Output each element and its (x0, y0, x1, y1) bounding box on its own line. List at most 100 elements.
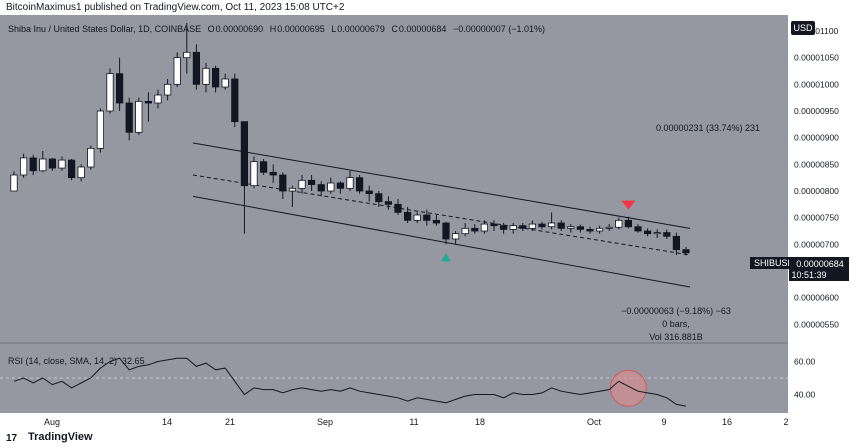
svg-text:17: 17 (6, 433, 18, 442)
footer: 17 TradingView (6, 430, 93, 444)
bull-candle (173, 57, 181, 85)
bear-candle (586, 228, 594, 232)
bear-candle (279, 174, 287, 192)
bull-candle (77, 166, 85, 179)
date-tick-label: Aug (44, 417, 60, 427)
price-tick-label: 0.00001000 (794, 79, 839, 89)
bear-candle (336, 182, 345, 189)
bear-candle (557, 222, 565, 229)
bull-candle (509, 225, 517, 230)
svg-text:Vol 316.881B: Vol 316.881B (649, 332, 703, 342)
price-tick-label: 0.00001050 (794, 53, 839, 63)
bear-candle (499, 225, 508, 230)
bear-candle (116, 73, 124, 104)
bull-candle (346, 177, 354, 189)
price-tick-label: 0.00000900 (794, 133, 839, 143)
bear-candle (365, 190, 373, 195)
price-tick-label: 0.00000850 (794, 159, 839, 169)
price-chart[interactable]: 0.00001100 0.00001050 0.00001000 0.00000950… (0, 15, 850, 428)
chart-header: Shiba Inu / United States Dollar, 1D, CO… (8, 24, 545, 34)
price-tick-label: 0.00000750 (794, 213, 839, 223)
bull-candle (58, 159, 66, 169)
bull-candle (250, 161, 258, 187)
date-tick-label: Sep (317, 417, 333, 427)
bull-candle (87, 147, 95, 168)
date-tick-label: 11 (409, 417, 418, 427)
bear-candle (307, 179, 316, 185)
svg-text:−0.00000063 (−9.18%) −63: −0.00000063 (−9.18%) −63 (621, 306, 731, 316)
date-tick-label: Oct (587, 417, 602, 427)
price-tick-label: 0.00000700 (794, 239, 839, 249)
date-tick-label: 16 (722, 417, 732, 427)
bull-candle (653, 232, 661, 235)
bull-candle (548, 222, 556, 228)
bull-candle (615, 219, 623, 228)
price-tick-label: 0.00000950 (794, 106, 839, 116)
price-tag: SHIBUSD 0.00000684 10:51:39 (750, 257, 849, 281)
price-tick-label: 0.00000600 (794, 293, 839, 303)
last-price: 0.00000684 (796, 259, 844, 269)
bull-candle (96, 110, 104, 149)
tradingview-logo-icon: 17 (6, 433, 18, 442)
bull-candle (596, 227, 604, 232)
bull-candle (106, 73, 114, 112)
rsi-line (13, 357, 687, 407)
close-value: 0.00000684 (399, 24, 447, 34)
bear-candle (442, 222, 450, 240)
price-tick-label: 0.00000800 (794, 186, 839, 196)
bear-candle (644, 230, 652, 235)
bull-candle (163, 83, 172, 96)
candles (10, 23, 690, 256)
bear-candle (634, 226, 642, 232)
bear-candle (432, 219, 441, 224)
rsi-tick-label: 60.00 (794, 357, 816, 367)
symbol-tag: SHIBUSD (754, 258, 795, 268)
bull-candle (327, 182, 335, 192)
signal-markers (441, 200, 636, 262)
symbol-label: Shiba Inu / United States Dollar, 1D, CO… (8, 24, 201, 34)
bear-candle (231, 78, 239, 123)
bull-candle (480, 223, 489, 232)
bull-candle (39, 158, 47, 172)
bear-candle (682, 249, 690, 254)
bear-candle (240, 121, 248, 187)
bear-candle (68, 159, 76, 179)
price-tick-label: 0.00001100 (794, 26, 839, 36)
bear-candle (259, 161, 268, 173)
bear-candle (576, 226, 585, 230)
low-value: 0.00000679 (337, 24, 385, 34)
bull-candle (413, 214, 421, 221)
bull-candle (288, 187, 297, 192)
bear-candle (384, 201, 393, 205)
bear-candle (624, 219, 633, 228)
bear-candle (144, 101, 152, 104)
bear-candle (355, 177, 364, 192)
descending-channel (192, 142, 691, 288)
bear-candle (48, 158, 57, 169)
open-value: 0.00000690 (216, 24, 264, 34)
price-axis (788, 15, 850, 428)
bear-candle (519, 225, 527, 229)
bull-candle (221, 78, 229, 88)
publish-line: BitcoinMaximus1 published on TradingView… (6, 2, 345, 13)
triangle-up-icon (441, 253, 451, 262)
bull-candle (528, 223, 537, 229)
bar-countdown: 10:51:39 (791, 270, 826, 280)
bear-candle (269, 171, 277, 176)
triangle-down-icon (621, 200, 636, 210)
price-tick-label: 0.00000550 (794, 319, 839, 329)
change-value: −0.00000007 (−1.01%) (453, 24, 545, 34)
bear-candle (403, 211, 412, 221)
bull-candle (19, 157, 28, 176)
date-ticks: Aug 14 21 Sep 11 18 Oct 9 16 2 (44, 417, 789, 427)
bull-candle (451, 233, 460, 240)
bear-candle (192, 51, 200, 85)
bear-candle (471, 227, 479, 232)
currency-badge[interactable]: USD (791, 21, 815, 35)
bull-candle (10, 174, 18, 192)
rsi-pane: 60.00 40.00 (0, 357, 816, 407)
bull-candle (183, 51, 191, 59)
chart-background (0, 15, 788, 413)
bear-candle (394, 203, 402, 213)
measure-top-label: 0.00000231 (33.74%) 231 (656, 123, 760, 133)
